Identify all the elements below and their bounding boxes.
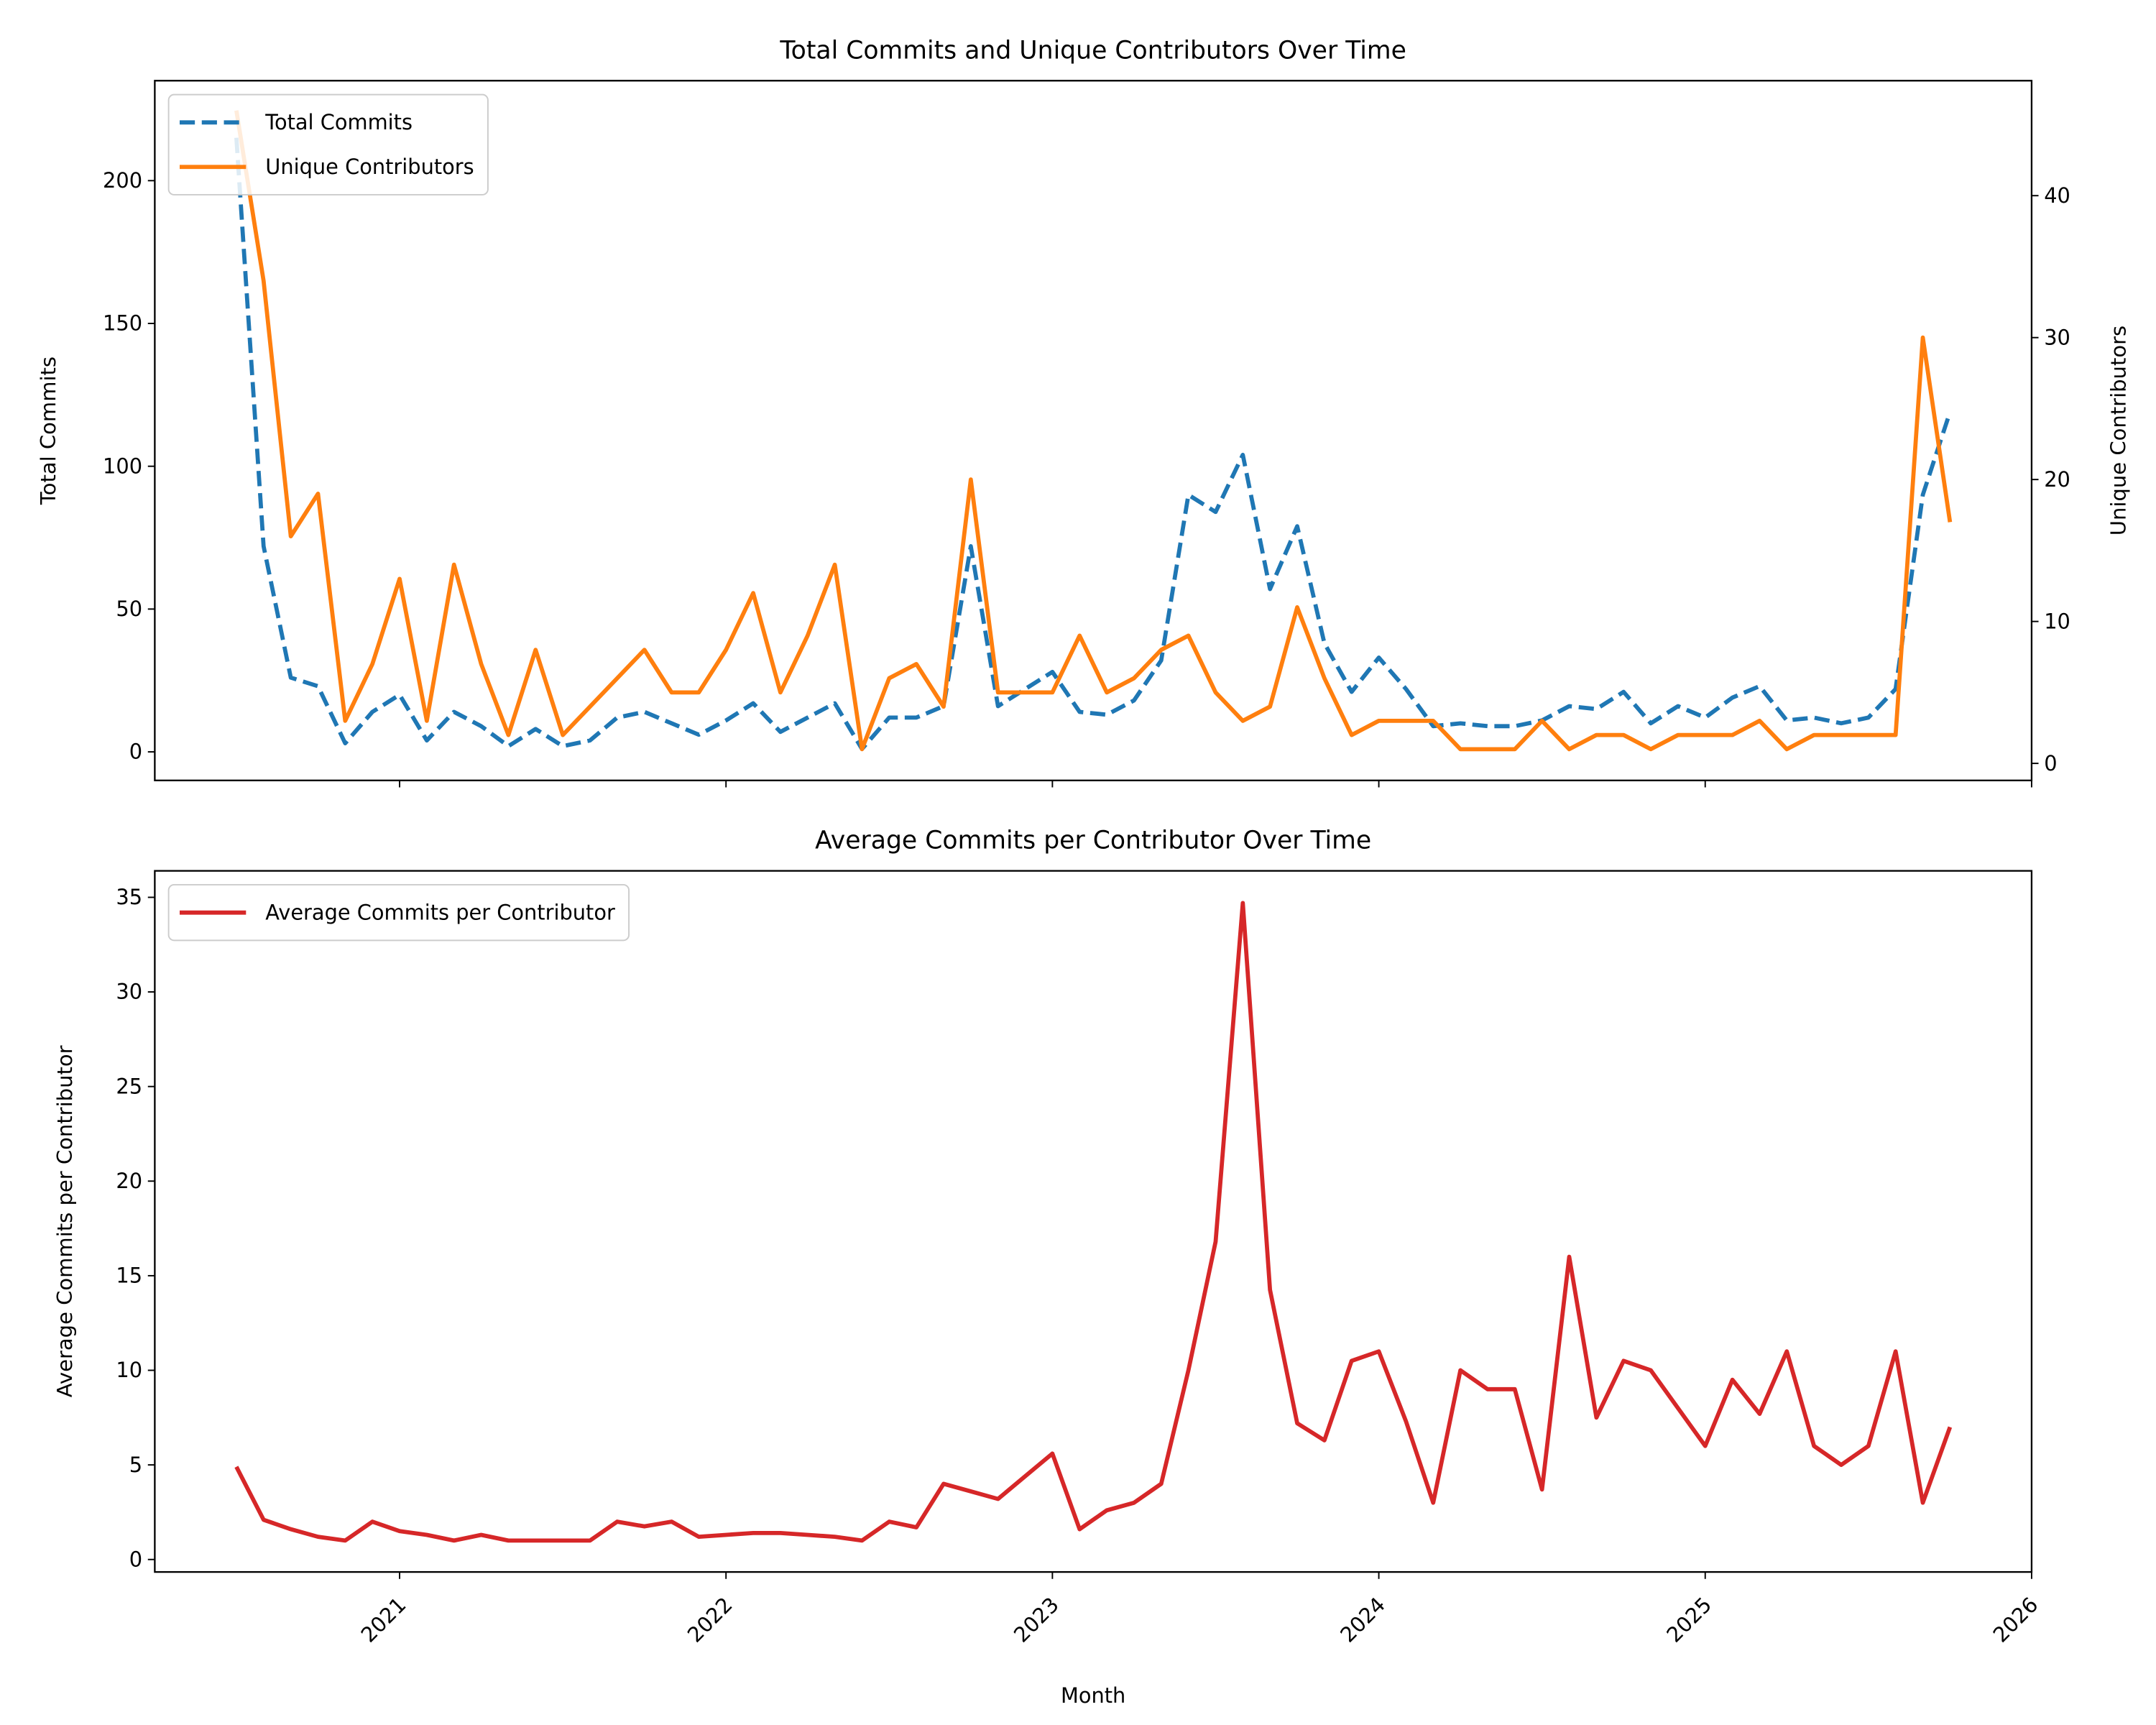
series-line bbox=[234, 901, 1953, 1543]
y2-tick-label: 30 bbox=[2044, 325, 2070, 349]
legend-label: Average Commits per Contributor bbox=[265, 900, 615, 924]
y2-axis-label: Unique Contributors bbox=[2106, 326, 2131, 535]
y-tick-label: 20 bbox=[116, 1169, 142, 1193]
x-tick-label: 2022 bbox=[683, 1592, 737, 1647]
legend-label: Unique Contributors bbox=[265, 155, 474, 179]
y-tick-label: 5 bbox=[129, 1453, 142, 1477]
y-tick-label: 150 bbox=[103, 311, 142, 336]
x-tick-label: 2024 bbox=[1335, 1592, 1390, 1647]
x-tick-label: 2023 bbox=[1009, 1592, 1064, 1647]
y-tick-label: 100 bbox=[103, 454, 142, 478]
series-line bbox=[234, 110, 1953, 752]
y2-tick-label: 40 bbox=[2044, 183, 2070, 208]
series-line bbox=[234, 137, 1953, 752]
y-tick-label: 30 bbox=[116, 980, 142, 1004]
y2-tick-label: 0 bbox=[2044, 751, 2057, 776]
chart-title: Average Commits per Contributor Over Tim… bbox=[815, 827, 1371, 855]
x-tick-label: 2026 bbox=[1989, 1592, 2043, 1647]
y-tick-label: 200 bbox=[103, 168, 142, 193]
axes-frame bbox=[154, 80, 2033, 781]
y-axis-label: Average Commits per Contributor bbox=[52, 1045, 77, 1397]
y-tick-label: 0 bbox=[129, 740, 142, 764]
y-tick-label: 0 bbox=[129, 1547, 142, 1571]
legend-box bbox=[167, 93, 489, 196]
axes-frame bbox=[154, 870, 2033, 1573]
y-tick-label: 50 bbox=[116, 597, 142, 621]
x-tick-label: 2025 bbox=[1662, 1592, 1716, 1647]
x-axis-label: Month bbox=[1061, 1683, 1125, 1708]
y-tick-label: 10 bbox=[116, 1358, 142, 1382]
chart-title: Total Commits and Unique Contributors Ov… bbox=[779, 36, 1406, 65]
y2-tick-label: 20 bbox=[2044, 467, 2070, 492]
y-tick-label: 15 bbox=[116, 1263, 142, 1287]
legend-label: Total Commits bbox=[264, 110, 413, 134]
x-tick-label: 2021 bbox=[356, 1592, 411, 1647]
y-tick-label: 35 bbox=[116, 885, 142, 909]
y-tick-label: 25 bbox=[116, 1074, 142, 1098]
y2-tick-label: 10 bbox=[2044, 609, 2070, 633]
y-axis-label: Total Commits bbox=[36, 356, 60, 505]
legend-box bbox=[167, 884, 630, 942]
